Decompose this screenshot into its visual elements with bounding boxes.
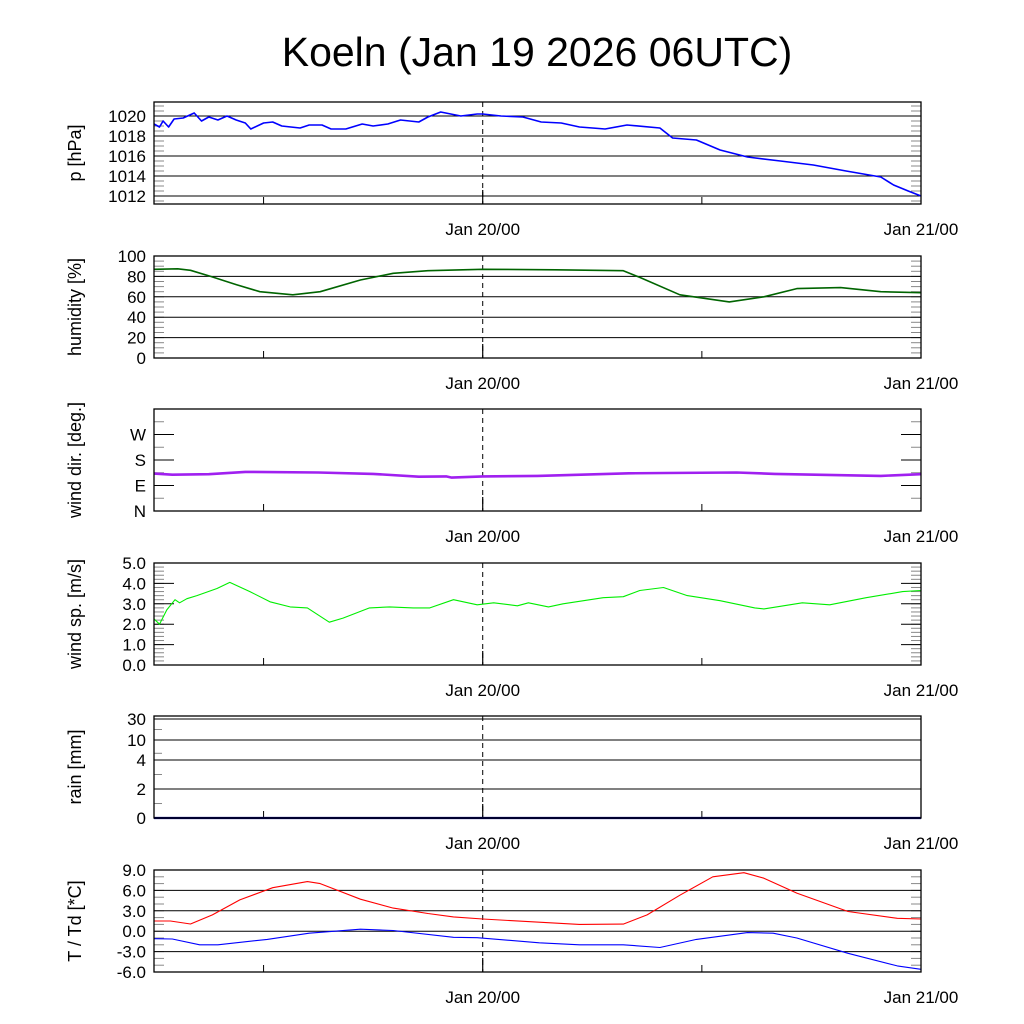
plot-frame	[153, 715, 922, 819]
y-tick-label: 20	[127, 329, 146, 348]
x-tick-label: Jan 20/00	[445, 834, 520, 853]
y-axis-title: rain [mm]	[65, 729, 85, 804]
x-tick-label: Jan 20/00	[445, 527, 520, 546]
y-tick-label: E	[135, 477, 146, 496]
y-tick-label: 0.0	[122, 922, 146, 941]
x-tick-label: Jan 20/00	[445, 681, 520, 700]
series-line-wind-speed	[153, 581, 922, 625]
series-line-pressure	[153, 111, 922, 197]
x-tick-label: Jan 21/00	[884, 988, 959, 1007]
series-line-t	[154, 872, 922, 925]
y-tick-label: 1018	[108, 127, 146, 146]
plot-frame	[153, 101, 922, 205]
y-tick-label: 3.0	[122, 595, 146, 614]
series-line-wind-direction	[153, 470, 922, 479]
x-tick-label: Jan 21/00	[884, 834, 959, 853]
y-tick-label: 2	[137, 780, 146, 799]
y-tick-label: 1014	[108, 167, 146, 186]
y-tick-label: 5.0	[122, 554, 146, 573]
y-tick-label: 4.0	[122, 574, 146, 593]
y-axis-title: p [hPa]	[65, 124, 85, 181]
y-axis-title: wind sp. [m/s]	[65, 559, 85, 670]
x-tick-label: Jan 21/00	[884, 681, 959, 700]
y-tick-label: -3.0	[117, 943, 146, 962]
y-tick-label: 0	[137, 349, 146, 368]
y-tick-label: 0.0	[122, 656, 146, 675]
y-tick-label: -6.0	[117, 963, 146, 982]
y-axis-title: wind dir. [deg.]	[65, 402, 85, 519]
y-axis-title: T / Td [*C]	[65, 880, 85, 961]
y-tick-label: 100	[118, 247, 146, 266]
plot-frame	[153, 562, 922, 666]
panel-rain: 0 2 410 30 rain [mm] Jan 20/00 Jan 21/00	[65, 710, 958, 853]
plot-frame	[153, 869, 922, 973]
plot-frame	[153, 255, 922, 359]
x-tick-label: Jan 21/00	[884, 527, 959, 546]
y-tick-label: 9.0	[122, 861, 146, 880]
y-tick-label: 60	[127, 288, 146, 307]
y-tick-label: 80	[127, 267, 146, 286]
x-tick-label: Jan 21/00	[884, 374, 959, 393]
y-tick-label: 2.0	[122, 615, 146, 634]
y-tick-label: 0	[137, 809, 146, 828]
y-axis-title: humidity [%]	[65, 258, 85, 356]
chart-title: Koeln (Jan 19 2026 06UTC)	[282, 29, 793, 75]
x-tick-label: Jan 20/00	[445, 988, 520, 1007]
y-tick-label: 30	[127, 710, 146, 729]
y-tick-label: 1012	[108, 187, 146, 206]
plot-frame	[153, 408, 922, 512]
y-tick-label: 40	[127, 308, 146, 327]
y-tick-label: 10	[127, 731, 146, 750]
y-tick-label: S	[135, 451, 146, 470]
x-tick-label: Jan 21/00	[884, 220, 959, 239]
y-tick-label: 1016	[108, 147, 146, 166]
x-tick-label: Jan 20/00	[445, 220, 520, 239]
x-tick-label: Jan 20/00	[445, 374, 520, 393]
series-line-td	[153, 928, 922, 970]
y-tick-label: 4	[137, 751, 146, 770]
y-tick-label: 6.0	[122, 881, 146, 900]
y-tick-label: 1020	[108, 107, 146, 126]
panel-wind-speed: 0.01.0 2.03.0 4.05.0 wind sp. [m/s] Jan 20/0…	[65, 554, 958, 700]
y-tick-label: 3.0	[122, 902, 146, 921]
series-line-humidity	[153, 268, 922, 303]
y-tick-label: 1.0	[122, 636, 146, 655]
y-tick-label: W	[130, 426, 146, 445]
panel-temperature: -6.0-3.0 0.03.0 6.09.0 T / Td [*C] Jan 20/00…	[65, 861, 958, 1007]
y-tick-label: N	[134, 502, 146, 521]
